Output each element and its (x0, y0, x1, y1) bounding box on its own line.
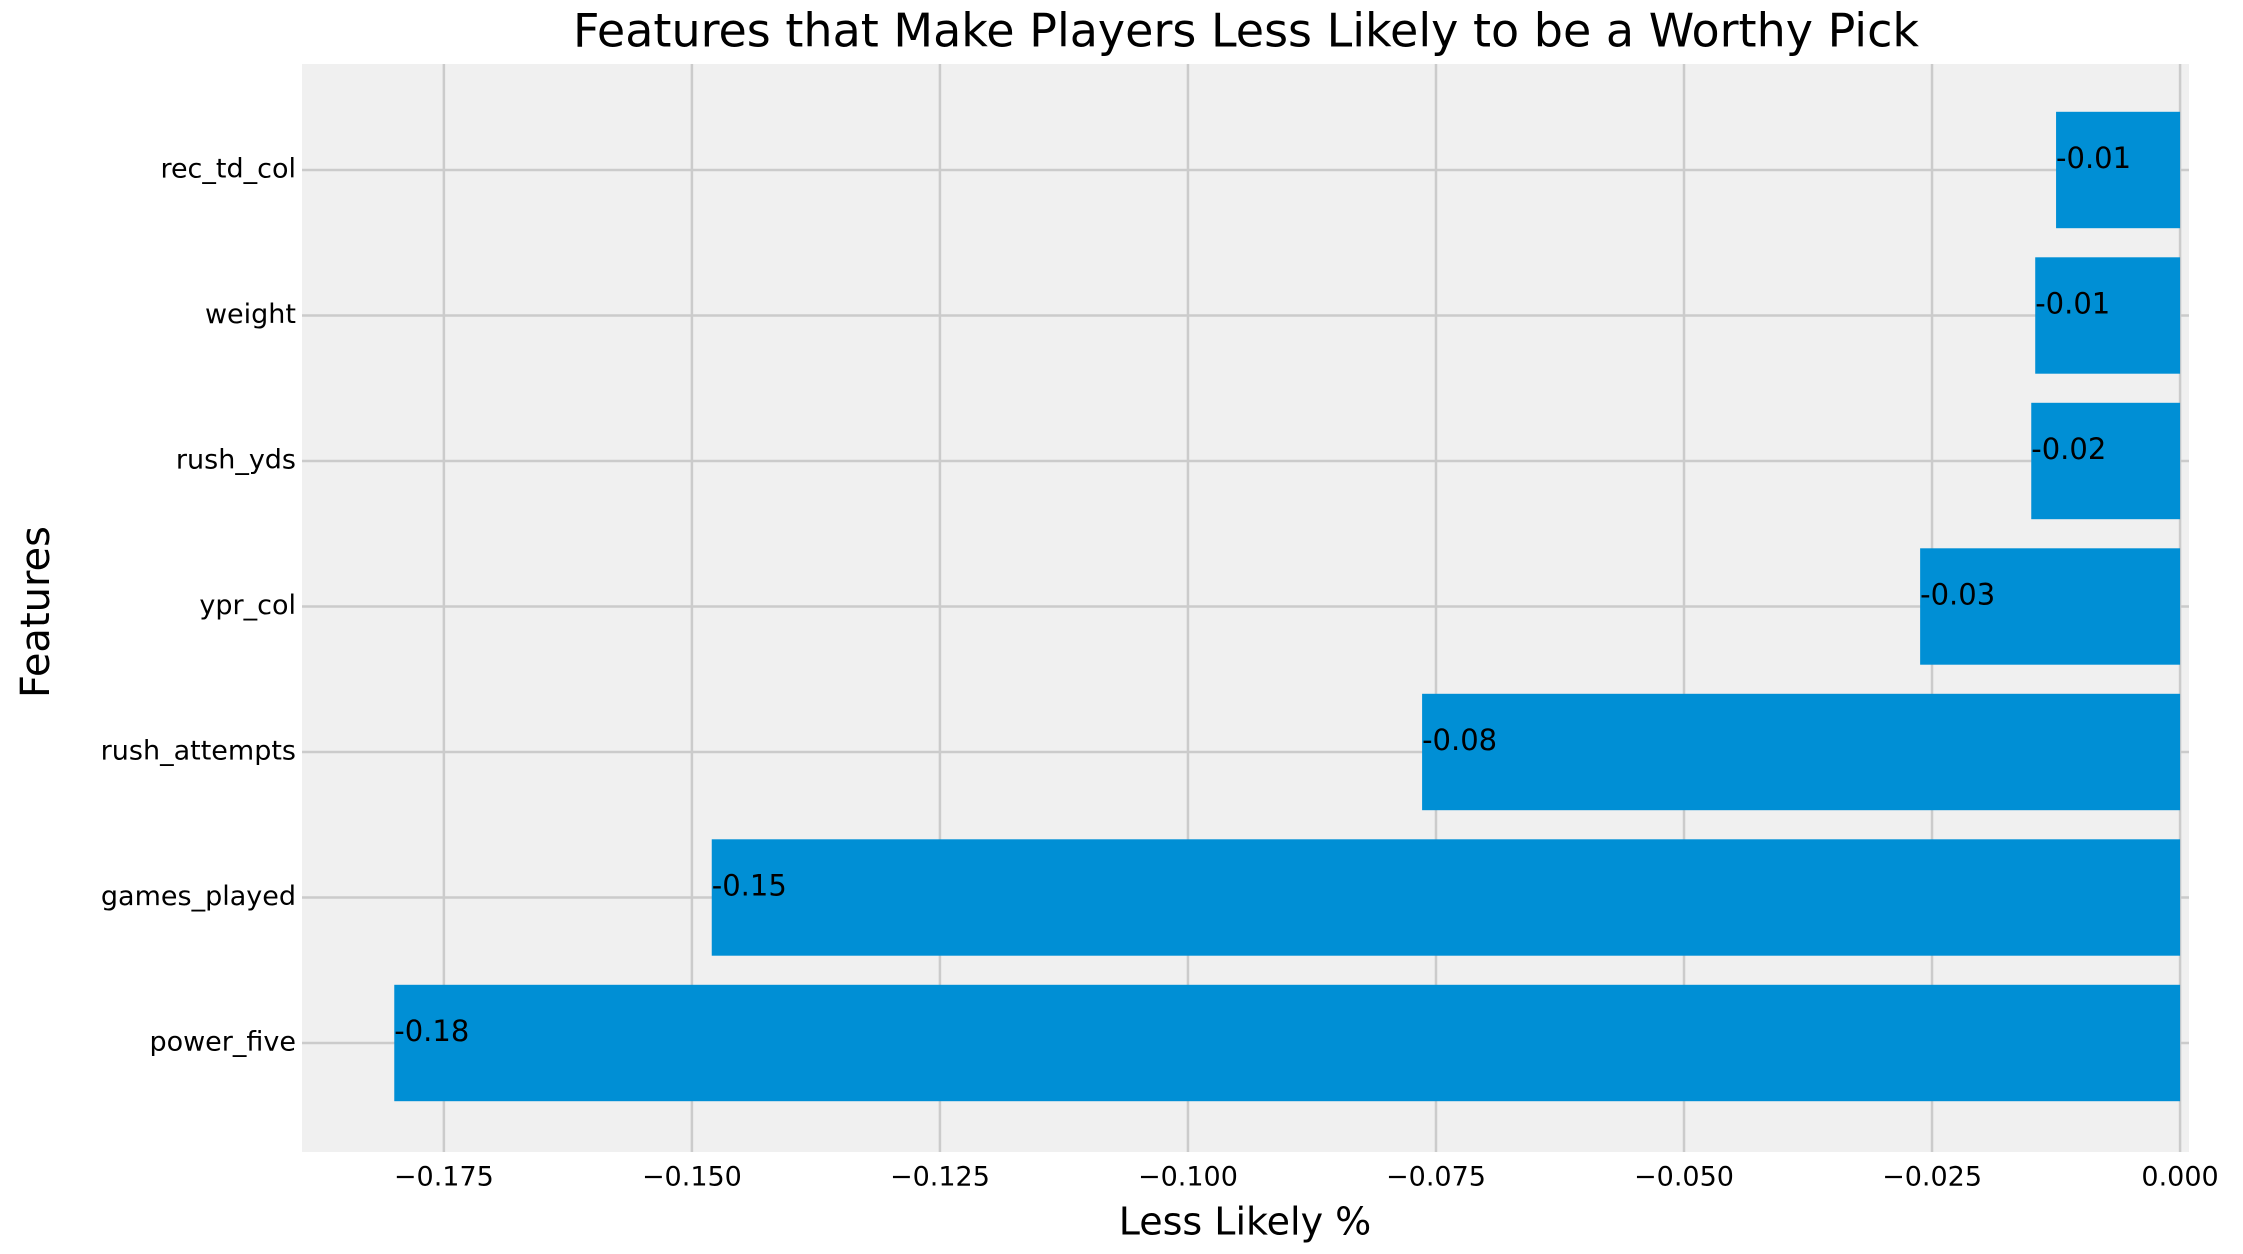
plot-area (302, 64, 2189, 1152)
y-tick-label: rush_yds (176, 445, 296, 476)
x-axis-label: Less Likely % (1119, 1200, 1372, 1244)
data-label: -0.15 (712, 869, 787, 903)
x-tick-label: 0.000 (2141, 1162, 2218, 1193)
y-tick-label: rush_attempts (101, 736, 296, 767)
bar (2031, 402, 2181, 520)
x-tick-label: −0.100 (1138, 1162, 1238, 1193)
x-tick-label: −0.050 (1634, 1162, 1734, 1193)
bar (2056, 111, 2181, 229)
x-tick-label: −0.025 (1882, 1162, 1982, 1193)
y-axis-label: Features (13, 526, 59, 698)
bar (1422, 693, 2181, 811)
x-tick-label: −0.125 (890, 1162, 990, 1193)
bar (1920, 548, 2181, 665)
y-tick-label: ypr_col (199, 590, 296, 621)
data-label: -0.01 (2056, 141, 2131, 175)
y-tick-label: games_played (101, 881, 296, 912)
bar (2035, 257, 2181, 374)
data-label: -0.18 (394, 1014, 469, 1048)
chart-title: Features that Make Players Less Likely t… (573, 4, 1919, 58)
x-tick-label: −0.075 (1386, 1162, 1486, 1193)
bar (394, 984, 2181, 1102)
x-tick-label: −0.175 (394, 1162, 494, 1193)
y-tick-label: weight (205, 299, 296, 330)
data-label: -0.03 (1920, 578, 1995, 612)
data-label: -0.08 (1422, 723, 1497, 757)
y-tick-label: rec_td_col (160, 154, 296, 185)
data-label: -0.02 (2031, 432, 2106, 466)
data-label: -0.01 (2035, 287, 2110, 321)
bar (711, 839, 2181, 956)
y-tick-label: power_five (149, 1027, 296, 1058)
x-tick-label: −0.150 (642, 1162, 742, 1193)
